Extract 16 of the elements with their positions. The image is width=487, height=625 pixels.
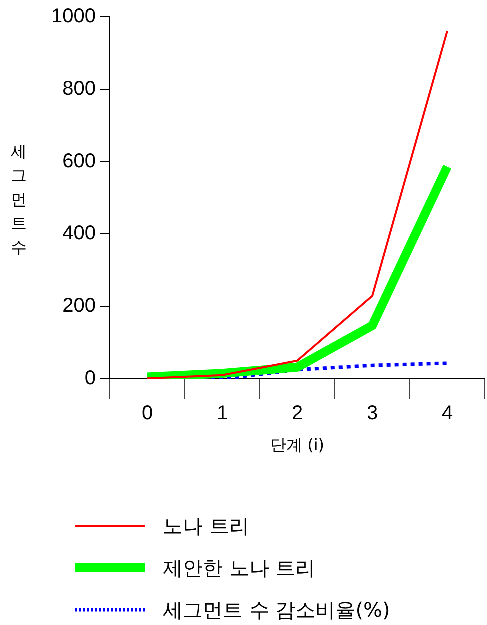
legend-label: 제안한 노나 트리 <box>163 554 316 582</box>
y-axis-title: 세그먼트수 <box>10 141 28 259</box>
y-tick-label: 600 <box>62 150 96 172</box>
legend-label: 노나 트리 <box>163 512 250 540</box>
y-tick-label: 800 <box>62 78 96 100</box>
y-tick-label: 200 <box>62 295 96 318</box>
x-axis-title: 단계 (i) <box>270 436 325 455</box>
x-tick-label: 3 <box>366 402 378 425</box>
y-tick-label: 0 <box>84 368 96 390</box>
y-tick-label: 400 <box>62 222 96 245</box>
y-tick-label: 1000 <box>52 6 96 28</box>
x-tick-label: 4 <box>442 402 454 425</box>
legend-label: 세그먼트 수 감소비율(%) <box>163 596 390 624</box>
x-tick-label: 0 <box>142 402 154 425</box>
x-tick-label: 2 <box>292 402 304 425</box>
x-tick-label: 1 <box>216 402 228 425</box>
